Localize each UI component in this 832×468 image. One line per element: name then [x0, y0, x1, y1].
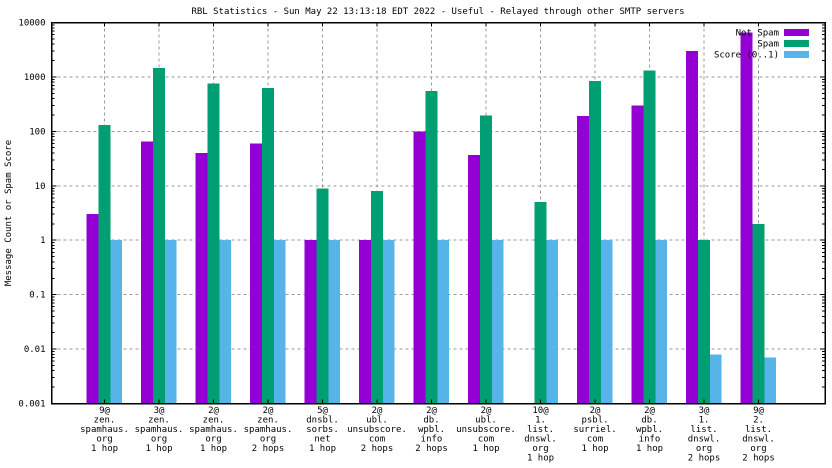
bar-not-spam-9 — [577, 116, 589, 404]
x-category-label-10: 2@ db. wpbl. info 1 hop — [636, 406, 663, 454]
y-axis-label: Message Count or Spam Score — [4, 140, 14, 286]
chart-title: RBL Statistics - Sun May 22 13:13:18 EDT… — [191, 7, 684, 17]
bar-spam-11 — [698, 240, 710, 404]
bar-not-spam-0 — [86, 214, 99, 404]
bar-score-0-1-8 — [546, 240, 559, 404]
x-category-label-1: 3@ zen. spamhaus. org 1 hop — [135, 406, 184, 454]
y-tick-label-0.01: 0.01 — [24, 345, 46, 355]
legend-swatch-score-0-1 — [784, 51, 809, 58]
bar-score-0-1-2 — [219, 240, 232, 404]
bar-score-0-1-11 — [709, 354, 722, 404]
bar-score-0-1-4 — [328, 240, 341, 404]
bar-score-0-1-9 — [600, 240, 613, 404]
legend-swatch-spam — [784, 40, 809, 47]
bar-spam-2 — [207, 83, 220, 404]
bar-not-spam-6 — [413, 131, 426, 404]
bar-not-spam-4 — [304, 240, 317, 404]
bar-score-0-1-10 — [655, 240, 668, 404]
x-category-label-2: 2@ zen. spamhaus. org 1 hop — [189, 406, 238, 454]
x-category-label-12: 9@ 2. list. dnswl. org 2 hops — [742, 406, 775, 464]
bar-not-spam-10 — [631, 105, 644, 404]
x-category-label-0: 9@ zen. spamhaus. org 1 hop — [80, 406, 129, 454]
series-not-spam — [86, 32, 753, 404]
bar-spam-0 — [98, 125, 111, 404]
y-tick-label-1: 1 — [40, 236, 45, 246]
bar-score-0-1-5 — [382, 240, 395, 404]
legend-label-score-0-1: Score (0..1) — [714, 51, 779, 61]
legend-swatch-not-spam — [784, 29, 809, 36]
x-category-label-6: 2@ db. wpbl. info 2 hops — [415, 406, 448, 454]
series-spam — [98, 68, 765, 404]
bar-score-0-1-1 — [164, 240, 177, 404]
x-category-label-4: 5@ dnsbl. sorbs. net 1 hop — [306, 406, 339, 454]
bar-spam-5 — [371, 191, 383, 404]
legend-label-spam: Spam — [757, 40, 779, 50]
axes — [50, 21, 826, 405]
bar-not-spam-2 — [195, 153, 208, 404]
bar-spam-6 — [425, 91, 438, 404]
x-category-label-5: 2@ ubl. unsubscore. com 2 hops — [347, 406, 407, 454]
x-category-label-9: 2@ psbl. surriel. com 1 hop — [573, 406, 616, 454]
bar-not-spam-5 — [359, 240, 371, 404]
bar-not-spam-3 — [250, 143, 262, 404]
bar-score-0-1-3 — [273, 240, 286, 404]
bar-spam-12 — [752, 223, 765, 404]
bar-score-0-1-6 — [437, 240, 450, 404]
bar-score-0-1-12 — [764, 357, 777, 404]
x-category-label-8: 10@ 1. list. dnswl. org 1 hop — [524, 406, 557, 464]
bar-not-spam-7 — [468, 154, 480, 404]
bar-score-0-1-7 — [491, 240, 504, 404]
bar-spam-1 — [153, 68, 165, 404]
bar-spam-10 — [643, 70, 656, 404]
y-tick-label-0.001: 0.001 — [18, 400, 45, 410]
y-tick-label-100: 100 — [29, 127, 45, 137]
bar-spam-4 — [316, 188, 329, 404]
plot-border — [50, 21, 826, 405]
y-tick-labels: 10000 1000 100 10 1 0.1 0.01 0.001 — [18, 19, 45, 410]
y-tick-label-10: 10 — [35, 182, 46, 192]
legend-label-not-spam: Not Spam — [736, 29, 779, 39]
y-tick-label-1000: 1000 — [24, 73, 46, 83]
x-category-label-3: 2@ zen. spamhaus. org 2 hops — [244, 406, 293, 454]
bars — [86, 32, 777, 404]
y-tick-label-0.1: 0.1 — [29, 291, 45, 301]
y-tick-label-10000: 10000 — [18, 19, 45, 29]
series-score-0-1 — [110, 240, 777, 404]
bar-score-0-1-0 — [110, 240, 123, 404]
bar-not-spam-12 — [740, 32, 753, 404]
bar-spam-3 — [262, 88, 274, 404]
bar-spam-8 — [534, 202, 547, 404]
x-category-label-7: 2@ ubl. unsubscore. com 1 hop — [456, 406, 516, 454]
bar-not-spam-11 — [686, 50, 698, 404]
bar-not-spam-1 — [141, 141, 153, 404]
bar-spam-7 — [480, 115, 492, 404]
x-category-label-11: 3@ 1. list. dnswl. org 2 hops — [688, 406, 721, 464]
bar-spam-9 — [589, 81, 601, 404]
